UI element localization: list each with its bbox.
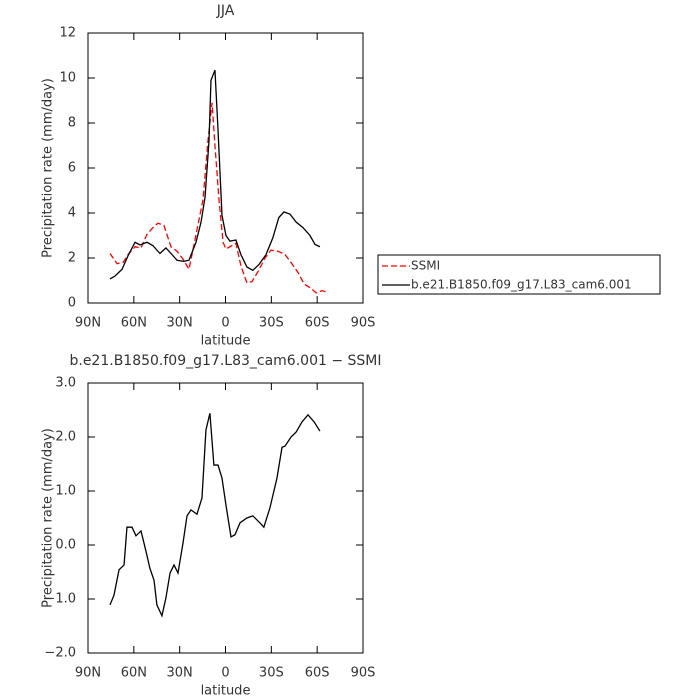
plot-frame <box>87 382 364 654</box>
x-tick-label: 30N <box>167 316 193 331</box>
x-axis-label: latitude <box>201 334 251 349</box>
x-tick-label: 90N <box>75 666 101 681</box>
y-tick-label: −2.0 <box>44 646 76 661</box>
y-tick-label: 3.0 <box>55 376 76 391</box>
y-tick-label: 4 <box>68 206 76 221</box>
x-tick-label: 90N <box>75 316 101 331</box>
x-tick-label: 60N <box>121 666 147 681</box>
y-tick-label: 2.0 <box>55 430 76 445</box>
x-tick-label: 30S <box>259 666 284 681</box>
y-tick-label: 2 <box>68 251 76 266</box>
plot-frame <box>87 32 364 304</box>
x-tick-label: 60N <box>121 316 147 331</box>
y-tick-label: 12 <box>59 26 76 41</box>
chart-title: b.e21.B1850.f09_g17.L83_cam6.001 − SSMI <box>69 353 381 369</box>
y-tick-label: 6 <box>68 161 76 176</box>
y-axis-label: Precipitation rate (mm/day) <box>41 78 56 258</box>
x-tick-label: 60S <box>305 316 330 331</box>
legend-label: SSMI <box>411 259 440 273</box>
legend-label: b.e21.B1850.f09_g17.L83_cam6.001 <box>411 278 632 292</box>
y-tick-label: 10 <box>59 71 76 86</box>
y-tick-label: −1.0 <box>44 592 76 607</box>
x-tick-label: 30N <box>167 666 193 681</box>
x-tick-label: 0 <box>221 316 229 331</box>
y-tick-label: 0.0 <box>55 538 76 553</box>
data-line <box>109 69 321 280</box>
x-tick-label: 90S <box>351 666 376 681</box>
data-line <box>109 413 321 618</box>
y-axis-label: Precipitation rate (mm/day) <box>41 428 56 608</box>
y-tick-label: 8 <box>68 116 76 131</box>
x-axis-label: latitude <box>201 684 251 699</box>
x-tick-label: 60S <box>305 666 330 681</box>
data-line <box>109 102 327 294</box>
legend-box <box>377 254 661 295</box>
y-tick-label: 1.0 <box>55 484 76 499</box>
x-tick-label: 90S <box>351 316 376 331</box>
chart-title: JJA <box>216 3 235 19</box>
y-tick-label: 0 <box>68 296 76 311</box>
x-tick-label: 30S <box>259 316 284 331</box>
x-tick-label: 0 <box>221 666 229 681</box>
